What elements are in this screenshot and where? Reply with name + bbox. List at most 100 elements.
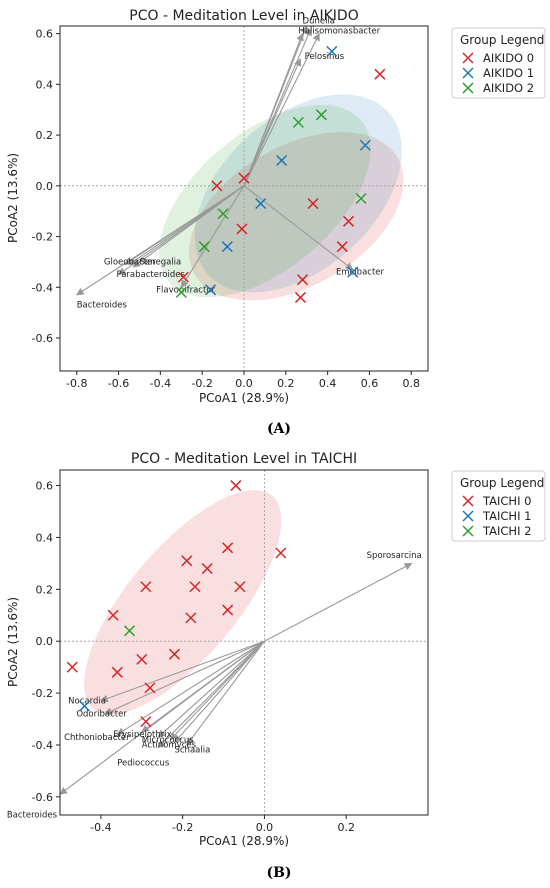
- data-point: [136, 653, 148, 665]
- x-tick-label: -0.4: [150, 377, 171, 390]
- data-point: [230, 480, 242, 492]
- data-point: [217, 208, 229, 220]
- legend-marker: [462, 52, 474, 64]
- loading-vector: [264, 562, 413, 642]
- data-point: [175, 286, 187, 298]
- plot-frame: [59, 469, 429, 816]
- x-tick-label: 0.4: [319, 377, 337, 390]
- x-tick-label: 0.6: [361, 377, 379, 390]
- legend-marker: [462, 82, 474, 94]
- data-point: [111, 666, 123, 678]
- vector-label: Nocardia: [68, 696, 106, 706]
- loading-vector: [100, 640, 265, 703]
- x-tick-label: 0.0: [256, 821, 274, 834]
- data-point: [297, 274, 309, 286]
- vector-label: Actinomyces: [142, 741, 197, 751]
- loading-vector: [243, 58, 302, 187]
- y-tick-label: 0.2: [36, 129, 54, 142]
- data-point: [276, 154, 288, 166]
- vector-label: Halisomonasbacter: [298, 27, 380, 37]
- vector-label: Pediococcus: [117, 759, 170, 769]
- legend-marker: [462, 510, 474, 522]
- legend-marker: [462, 495, 474, 507]
- y-tick-label: 0.0: [36, 635, 54, 648]
- data-point: [201, 563, 213, 575]
- vector-label: Sporosarcina: [367, 551, 422, 561]
- data-point: [222, 542, 234, 554]
- data-point: [275, 547, 287, 559]
- data-point: [144, 682, 156, 694]
- vector-label: Micrococcus: [142, 735, 194, 745]
- panel-label: (B): [266, 865, 291, 881]
- data-point: [326, 45, 338, 57]
- loading-vector: [116, 640, 265, 736]
- x-tick-label: 0.0: [235, 377, 253, 390]
- vector-label: Senegalia: [139, 257, 181, 267]
- loading-vector: [180, 185, 245, 288]
- data-point: [189, 581, 201, 593]
- loading-vector: [104, 640, 265, 715]
- data-point: [374, 68, 386, 80]
- vector-label: Emcibacter: [336, 268, 385, 278]
- vector-label: Gloeobacter: [104, 257, 156, 267]
- data-point: [292, 116, 304, 128]
- vector-label: Bacteroides: [7, 811, 58, 821]
- vector-label: Bacteroides: [77, 301, 128, 311]
- chart-panel-aikido: PCO - Meditation Level in AIKIDO Halisom…: [6, 8, 546, 437]
- x-axis-label: PCoA1 (28.9%): [199, 391, 289, 405]
- data-point: [107, 609, 119, 621]
- vector-label: Dunella: [303, 16, 335, 26]
- data-point: [315, 109, 327, 121]
- x-tick-label: 0.2: [277, 377, 295, 390]
- data-point: [307, 198, 319, 210]
- vector-label: Odoribacter: [76, 709, 127, 719]
- data-point: [168, 648, 181, 660]
- vector-label: Chthoniobacter: [64, 733, 130, 743]
- confidence-ellipse: [194, 94, 402, 293]
- data-point: [79, 700, 91, 712]
- confidence-ellipse: [159, 104, 371, 298]
- confidence-ellipse: [84, 490, 282, 715]
- y-tick-label: 0.4: [36, 78, 54, 91]
- x-tick-label: -0.4: [90, 821, 111, 834]
- y-axis-label: PCoA2 (13.6%): [6, 153, 20, 243]
- panel-label: (A): [267, 421, 291, 437]
- loading-vector: [173, 640, 265, 743]
- y-tick-label: 0.6: [36, 28, 54, 41]
- y-tick-label: 0.4: [36, 531, 54, 544]
- data-point: [140, 716, 152, 728]
- legend-entry: AIKIDO 1: [483, 66, 534, 80]
- loading-vector: [243, 32, 320, 187]
- vector-label: Flavonifractor: [156, 285, 215, 295]
- data-point: [343, 215, 355, 227]
- chart-title: PCO - Meditation Level in AIKIDO: [129, 8, 358, 24]
- data-point: [222, 604, 234, 616]
- x-tick-label: -0.2: [191, 377, 212, 390]
- legend-marker: [462, 67, 474, 79]
- y-tick-label: -0.6: [32, 332, 53, 345]
- y-tick-label: 0.2: [36, 583, 54, 596]
- loading-vector: [117, 185, 245, 276]
- y-tick-label: 0.6: [36, 480, 54, 493]
- data-point: [177, 271, 189, 283]
- y-tick-label: -0.4: [32, 739, 53, 752]
- y-tick-label: -0.2: [32, 687, 53, 700]
- x-tick-label: -0.2: [172, 821, 193, 834]
- legend-entry: TAICHI 1: [482, 509, 531, 523]
- vector-label: Erysipelothrix: [113, 730, 171, 740]
- y-axis-label: PCoA2 (13.6%): [6, 597, 20, 687]
- data-point: [221, 241, 233, 253]
- y-tick-label: -0.6: [32, 791, 53, 804]
- data-point: [198, 241, 210, 253]
- loading-vector: [76, 185, 245, 296]
- data-point: [234, 581, 246, 593]
- data-point: [255, 198, 267, 210]
- y-tick-label: 0.0: [36, 180, 54, 193]
- legend-entry: AIKIDO 0: [483, 51, 534, 65]
- data-point: [185, 612, 197, 624]
- x-axis-label: PCoA1 (28.9%): [199, 834, 289, 848]
- data-point: [181, 555, 193, 567]
